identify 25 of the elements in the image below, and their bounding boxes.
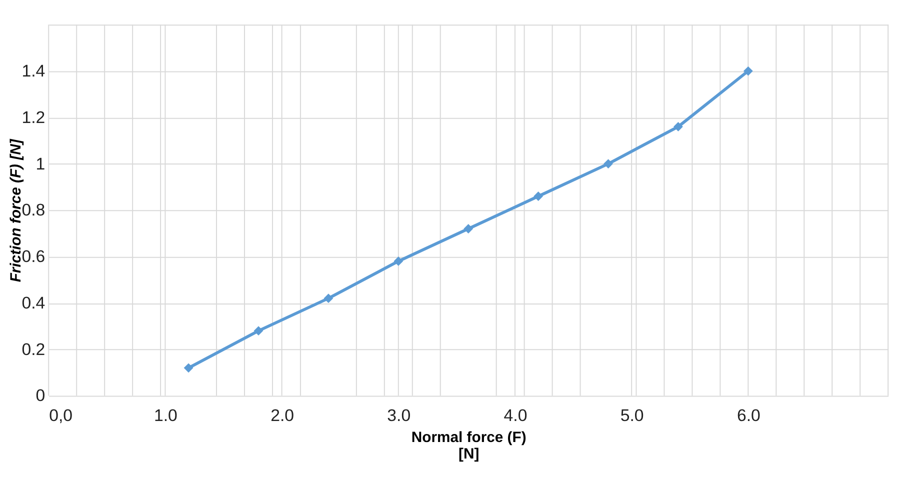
point: [464, 224, 474, 234]
x-tick-label: 0,0: [49, 406, 73, 426]
point: [674, 122, 683, 132]
y-tick-label: 0.6: [22, 247, 46, 266]
y-tick-label: 0.2: [22, 340, 46, 359]
point: [184, 363, 194, 373]
y-tick-label: 0.4: [22, 293, 46, 312]
x-tick-label: 2.0: [270, 406, 294, 426]
x-tick-label: 1.0: [154, 406, 178, 426]
x-axis-title: Normal force (F) [N]: [411, 430, 526, 463]
point: [604, 159, 613, 169]
point: [743, 66, 753, 76]
x-tick-label: 6.0: [736, 406, 760, 426]
x-tick-label: 3.0: [387, 406, 411, 426]
point: [394, 256, 404, 266]
point: [534, 192, 544, 201]
y-tick-label: 0.8: [22, 200, 46, 220]
x-tick-label: 5.0: [620, 406, 644, 426]
point: [254, 326, 264, 336]
y-tick-label: 0: [36, 386, 46, 406]
y-tick-label: 1: [36, 154, 46, 174]
point: [324, 294, 334, 304]
y-tick-label: 1.2: [22, 108, 46, 127]
y-tick-label: 1.4: [22, 61, 46, 80]
x-tick-label: 4.0: [504, 406, 528, 426]
